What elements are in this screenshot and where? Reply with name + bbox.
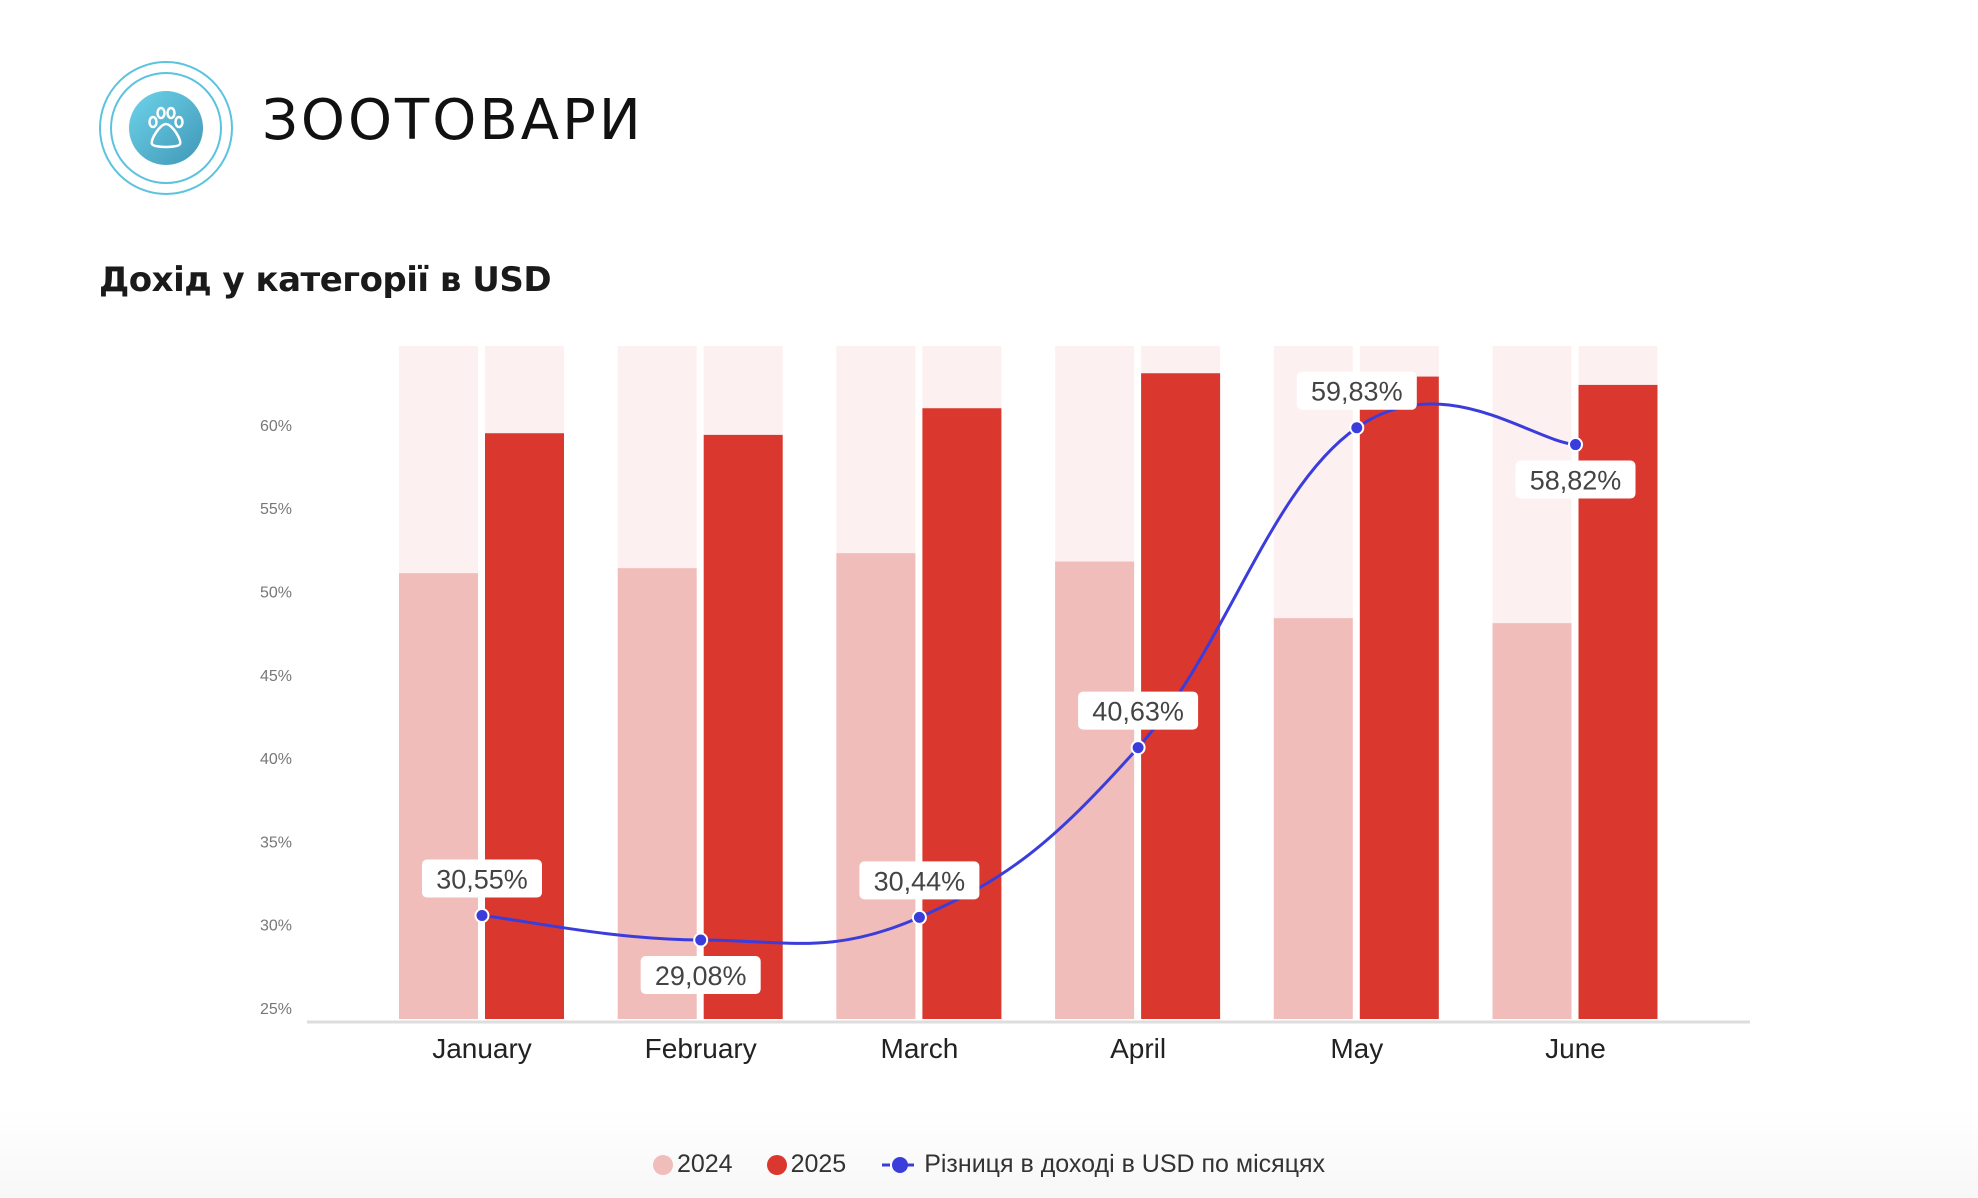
legend: 2024 2025 Різниця в доході в USD по міся… xyxy=(0,1150,1978,1179)
legend-item-2024: 2024 xyxy=(652,1150,733,1179)
data-label-box xyxy=(1515,460,1636,499)
y-tick-label: 50% xyxy=(260,585,292,602)
bar-2024 xyxy=(836,553,916,1019)
x-tick-label: May xyxy=(1330,1033,1383,1064)
legend-label: Різниця в доході в USD по місяцях xyxy=(924,1150,1326,1178)
legend-label: 2024 xyxy=(676,1150,733,1178)
line-point xyxy=(1568,437,1583,453)
bar-2024 xyxy=(1492,623,1572,1019)
y-tick-label: 35% xyxy=(260,834,292,851)
x-tick-label: February xyxy=(645,1033,757,1064)
brand-title: ЗООТОВАРИ xyxy=(262,88,644,153)
x-tick-label: January xyxy=(432,1033,532,1064)
bar-2025 xyxy=(703,434,783,1019)
line-point xyxy=(1130,740,1146,756)
legend-item-difference: Різниця в доході в USD по місяцях xyxy=(880,1150,1325,1179)
line-point xyxy=(911,909,927,925)
legend-line-marker-icon xyxy=(882,1156,919,1173)
data-label: 30,55% xyxy=(436,865,528,895)
legend-swatch-2025 xyxy=(766,1154,787,1175)
data-label-box xyxy=(422,859,542,898)
legend-item-2025: 2025 xyxy=(766,1150,847,1179)
y-tick-label: 30% xyxy=(260,918,292,935)
data-label: 30,44% xyxy=(874,866,966,896)
data-label: 58,82% xyxy=(1530,466,1622,496)
x-tick-label: June xyxy=(1545,1033,1606,1064)
legend-label: 2025 xyxy=(790,1150,847,1178)
bar-2024 xyxy=(617,568,697,1019)
y-tick-label: 60% xyxy=(260,418,292,435)
logo-paw-icon xyxy=(99,61,233,195)
bar-2024 xyxy=(1055,561,1135,1019)
bar-2025 xyxy=(922,408,1002,1019)
chart-title: Дохід у категорії в USD xyxy=(99,260,552,300)
footer-background xyxy=(0,1108,1978,1198)
y-tick-label: 45% xyxy=(260,668,292,685)
legend-swatch-2024 xyxy=(652,1154,673,1175)
bar-2024 xyxy=(1273,618,1353,1019)
y-tick-label: 40% xyxy=(260,751,292,768)
data-label-box xyxy=(859,861,980,900)
x-tick-label: April xyxy=(1110,1033,1166,1064)
line-point xyxy=(1349,420,1365,436)
bar-2025 xyxy=(1359,376,1439,1019)
data-label: 29,08% xyxy=(655,961,747,991)
bar-2024 xyxy=(399,573,478,1019)
data-label: 59,83% xyxy=(1311,377,1403,407)
data-label-box xyxy=(640,956,761,995)
y-tick-label: 55% xyxy=(260,501,292,518)
y-tick-label: 25% xyxy=(260,1001,292,1018)
data-label-box xyxy=(1078,691,1199,730)
bar-2025 xyxy=(485,433,564,1020)
line-point xyxy=(693,932,709,948)
data-label: 40,63% xyxy=(1092,697,1184,727)
x-tick-label: March xyxy=(881,1033,959,1064)
line-point xyxy=(474,908,490,924)
data-label-box xyxy=(1296,371,1417,410)
